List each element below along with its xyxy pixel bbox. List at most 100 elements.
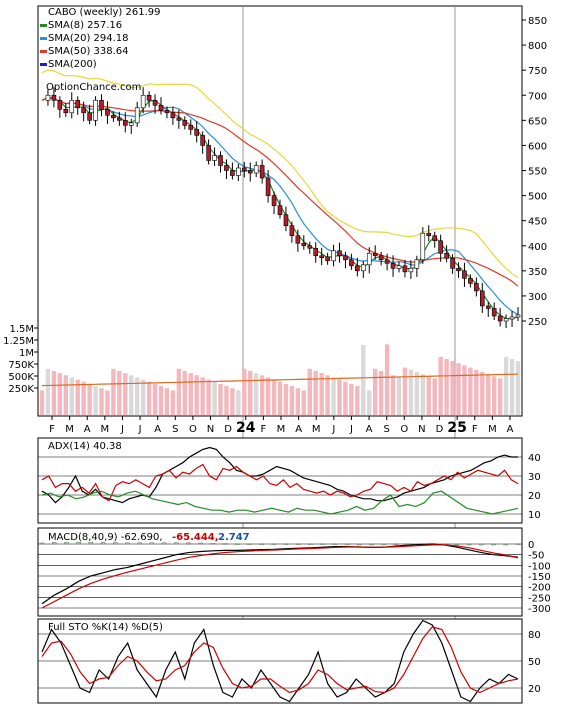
volume-bar: [111, 368, 116, 415]
price-axis: 850 800 750 700 650 600 550 500 450 400 350 300 250: [522, 16, 547, 328]
price-tick-label: 450: [528, 217, 547, 228]
volume-bar: [271, 379, 277, 415]
price-tick-label: 400: [528, 242, 547, 253]
volume-bar: [242, 368, 247, 415]
volume-bar: [212, 381, 217, 415]
volume-bar: [170, 390, 176, 415]
candle-body: [134, 107, 140, 124]
x-label: O: [189, 424, 197, 435]
x-label: D: [436, 424, 444, 435]
volume-bar: [426, 376, 431, 415]
macd-hist-bar: [332, 543, 338, 545]
panel-tick-label: 50: [528, 657, 541, 668]
candle-body: [313, 247, 319, 257]
candle-body: [456, 268, 461, 272]
panel-tick-label: -300: [528, 604, 551, 615]
volume-bar: [408, 369, 414, 415]
candle-body: [331, 250, 336, 262]
candle-body: [307, 245, 313, 249]
candle-body: [414, 259, 420, 269]
legend-label: SMA(20) 294.18: [48, 33, 129, 44]
panel-tick-label: -200: [528, 583, 551, 594]
macd-hist-bar: [198, 542, 203, 545]
candle-body: [247, 170, 253, 174]
candle-body: [230, 170, 235, 176]
volume-bar: [176, 368, 182, 415]
volume-bar: [468, 367, 473, 415]
candle-body: [253, 165, 259, 174]
x-label: J: [120, 424, 124, 435]
candle-body: [242, 167, 247, 171]
macd-hist-bar: [174, 542, 179, 545]
macd-hist-bar: [344, 543, 350, 546]
legend-label: SMA(50) 338.64: [48, 46, 129, 57]
candle-body: [515, 314, 521, 318]
panel-tick-label: 20: [528, 684, 541, 695]
volume-bar: [51, 370, 57, 415]
candle-body: [51, 94, 57, 101]
indicator-line: [41, 490, 519, 515]
candle-body: [349, 259, 354, 267]
volume-bar: [474, 369, 479, 415]
candle-body: [111, 115, 116, 119]
macd-hist-bar: [247, 543, 252, 545]
volume-bar: [105, 390, 110, 415]
price-tick-label: 850: [528, 16, 547, 27]
volume-tick-label: 1M: [19, 348, 34, 359]
volume-bar: [420, 374, 425, 415]
price-tick-label: 700: [528, 91, 547, 102]
x-label: F: [261, 424, 267, 435]
candle-body: [360, 264, 366, 272]
candle-body: [378, 255, 384, 261]
volume-bar: [45, 368, 51, 415]
candle-body: [438, 240, 443, 254]
candle-body: [319, 255, 324, 259]
x-label: A: [295, 424, 302, 435]
legend-label: SMA(8) 257.16: [48, 20, 122, 31]
indicator-line: [41, 446, 518, 504]
macd-hist-bar: [515, 543, 521, 546]
volume-bar: [140, 379, 146, 415]
volume-bar: [188, 373, 193, 415]
volume-bar: [337, 379, 342, 415]
sma50-line: [41, 97, 519, 287]
price-tick-label: 600: [528, 141, 547, 152]
candle-body: [355, 265, 360, 272]
volume-bar: [515, 361, 521, 415]
price-tick-label: 750: [528, 66, 547, 77]
volume-bar: [224, 386, 229, 415]
volume-bar: [450, 361, 455, 415]
volume-bar: [432, 378, 437, 415]
volume-bar: [248, 370, 253, 415]
volume-tick-label: 1.25M: [3, 336, 34, 347]
stochastic-lines: [41, 619, 519, 703]
volume-bar: [87, 383, 92, 415]
macd-hist-bar: [357, 543, 362, 546]
x-label: 25: [447, 420, 466, 436]
price-tick-label: 650: [528, 116, 547, 127]
volume-bar: [444, 358, 449, 415]
panel-tick-label: -100: [528, 561, 551, 572]
volume-bar: [402, 367, 408, 415]
candle-body: [325, 256, 330, 262]
volume-bar: [69, 377, 74, 415]
candle-body: [485, 305, 491, 309]
volume-bar: [39, 390, 45, 415]
candle-body: [176, 117, 182, 121]
macd-hist-bar: [64, 542, 69, 545]
macd-grid: 0-50-100-150-200-250-300: [38, 540, 551, 615]
macd-hist-bar: [235, 543, 240, 545]
candle-body: [479, 290, 485, 307]
volume-bar: [301, 390, 306, 415]
macd-hist-bar: [125, 542, 130, 545]
volume-tick-label: 1.5M: [9, 324, 34, 335]
candle-body: [170, 112, 176, 119]
x-label: D: [224, 424, 232, 435]
x-label: A: [507, 424, 514, 435]
candle-body: [158, 104, 164, 111]
volume-bar: [378, 370, 384, 415]
x-label: M: [312, 424, 321, 435]
volume-bar: [206, 379, 211, 415]
volume-bar: [57, 373, 63, 415]
